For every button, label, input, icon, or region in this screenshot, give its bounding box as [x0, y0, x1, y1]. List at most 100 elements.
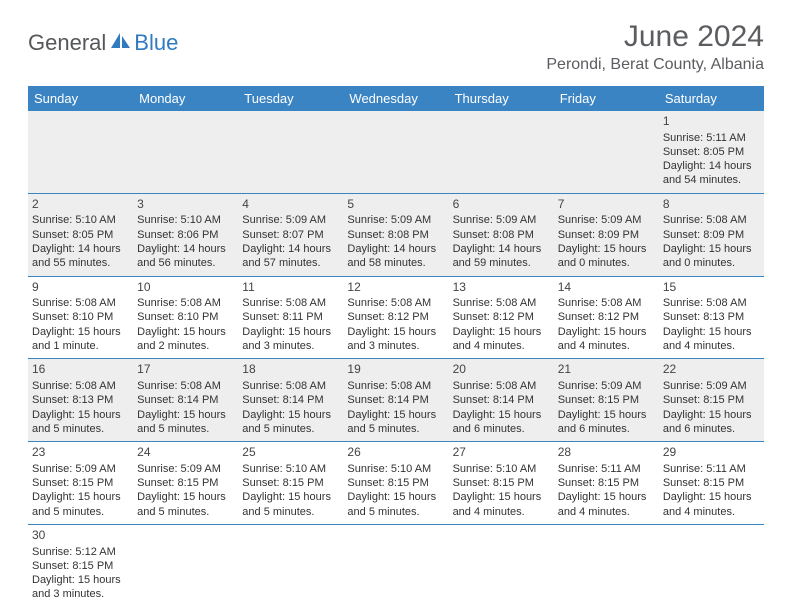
day-info-line: Sunrise: 5:08 AM: [242, 296, 339, 310]
day-info-line: and 3 minutes.: [347, 339, 444, 353]
day-info-line: Sunrise: 5:08 AM: [663, 213, 760, 227]
day-cell: 21Sunrise: 5:09 AMSunset: 8:15 PMDayligh…: [554, 359, 659, 441]
day-cell: 20Sunrise: 5:08 AMSunset: 8:14 PMDayligh…: [449, 359, 554, 441]
day-cell: [238, 111, 343, 193]
day-info-line: and 3 minutes.: [32, 587, 129, 601]
day-info-line: Sunrise: 5:10 AM: [347, 462, 444, 476]
day-info-line: Daylight: 15 hours: [32, 490, 129, 504]
month-title: June 2024: [546, 20, 764, 54]
day-info-line: and 5 minutes.: [137, 505, 234, 519]
day-cell: 6Sunrise: 5:09 AMSunset: 8:08 PMDaylight…: [449, 194, 554, 276]
day-info-line: Sunset: 8:14 PM: [242, 393, 339, 407]
day-info-line: Daylight: 15 hours: [663, 408, 760, 422]
day-number: 30: [32, 528, 129, 544]
day-info-line: Sunset: 8:15 PM: [32, 476, 129, 490]
day-cell: 14Sunrise: 5:08 AMSunset: 8:12 PMDayligh…: [554, 277, 659, 359]
day-info-line: and 0 minutes.: [663, 256, 760, 270]
day-info-line: Sunrise: 5:11 AM: [558, 462, 655, 476]
day-info-line: Sunrise: 5:08 AM: [558, 296, 655, 310]
day-cell: [133, 111, 238, 193]
day-info-line: and 56 minutes.: [137, 256, 234, 270]
day-info-line: Sunrise: 5:08 AM: [32, 379, 129, 393]
day-cell: 15Sunrise: 5:08 AMSunset: 8:13 PMDayligh…: [659, 277, 764, 359]
day-number: 29: [663, 445, 760, 461]
day-number: 6: [453, 197, 550, 213]
day-info-line: Daylight: 14 hours: [347, 242, 444, 256]
day-info-line: Sunset: 8:08 PM: [347, 228, 444, 242]
day-info-line: and 4 minutes.: [453, 339, 550, 353]
logo: General Blue: [28, 20, 178, 56]
day-header: Thursday: [449, 86, 554, 111]
day-cell: [343, 111, 448, 193]
day-info-line: and 4 minutes.: [663, 505, 760, 519]
day-cell: [28, 111, 133, 193]
day-info-line: Daylight: 15 hours: [32, 408, 129, 422]
day-info-line: and 6 minutes.: [453, 422, 550, 436]
day-cell: 26Sunrise: 5:10 AMSunset: 8:15 PMDayligh…: [343, 442, 448, 524]
day-cell: 23Sunrise: 5:09 AMSunset: 8:15 PMDayligh…: [28, 442, 133, 524]
day-cell: 27Sunrise: 5:10 AMSunset: 8:15 PMDayligh…: [449, 442, 554, 524]
day-info-line: Sunset: 8:15 PM: [663, 476, 760, 490]
day-cell: 4Sunrise: 5:09 AMSunset: 8:07 PMDaylight…: [238, 194, 343, 276]
day-info-line: Sunrise: 5:09 AM: [558, 379, 655, 393]
day-info-line: Sunset: 8:12 PM: [453, 310, 550, 324]
day-info-line: Sunset: 8:15 PM: [347, 476, 444, 490]
day-info-line: Daylight: 14 hours: [32, 242, 129, 256]
day-info-line: Sunrise: 5:10 AM: [137, 213, 234, 227]
day-number: 9: [32, 280, 129, 296]
day-cell: 30Sunrise: 5:12 AMSunset: 8:15 PMDayligh…: [28, 525, 133, 607]
day-info-line: Daylight: 15 hours: [663, 325, 760, 339]
day-info-line: Daylight: 15 hours: [347, 490, 444, 504]
day-info-line: and 55 minutes.: [32, 256, 129, 270]
day-info-line: Sunset: 8:13 PM: [663, 310, 760, 324]
day-info-line: Sunset: 8:15 PM: [32, 559, 129, 573]
day-info-line: Sunset: 8:12 PM: [558, 310, 655, 324]
day-header: Sunday: [28, 86, 133, 111]
day-info-line: Sunrise: 5:09 AM: [137, 462, 234, 476]
day-number: 4: [242, 197, 339, 213]
day-info-line: Sunset: 8:09 PM: [558, 228, 655, 242]
day-cell: 1Sunrise: 5:11 AMSunset: 8:05 PMDaylight…: [659, 111, 764, 193]
day-info-line: Sunrise: 5:08 AM: [453, 379, 550, 393]
day-info-line: and 3 minutes.: [242, 339, 339, 353]
day-number: 18: [242, 362, 339, 378]
day-info-line: Sunset: 8:13 PM: [32, 393, 129, 407]
week-row: 30Sunrise: 5:12 AMSunset: 8:15 PMDayligh…: [28, 525, 764, 607]
day-info-line: Daylight: 14 hours: [137, 242, 234, 256]
day-info-line: Sunset: 8:15 PM: [558, 393, 655, 407]
day-cell: [238, 525, 343, 607]
day-number: 25: [242, 445, 339, 461]
day-cell: [449, 111, 554, 193]
day-cell: 29Sunrise: 5:11 AMSunset: 8:15 PMDayligh…: [659, 442, 764, 524]
day-info-line: Daylight: 14 hours: [663, 159, 760, 173]
day-info-line: Sunrise: 5:08 AM: [347, 379, 444, 393]
day-number: 8: [663, 197, 760, 213]
day-info-line: and 4 minutes.: [558, 505, 655, 519]
day-info-line: and 6 minutes.: [558, 422, 655, 436]
day-cell: [554, 111, 659, 193]
logo-text-blue: Blue: [134, 30, 178, 56]
day-cell: 13Sunrise: 5:08 AMSunset: 8:12 PMDayligh…: [449, 277, 554, 359]
day-number: 17: [137, 362, 234, 378]
day-number: 1: [663, 114, 760, 130]
day-cell: 28Sunrise: 5:11 AMSunset: 8:15 PMDayligh…: [554, 442, 659, 524]
day-info-line: Daylight: 15 hours: [347, 408, 444, 422]
day-info-line: Sunrise: 5:09 AM: [663, 379, 760, 393]
day-number: 22: [663, 362, 760, 378]
day-info-line: Sunset: 8:09 PM: [663, 228, 760, 242]
day-header: Tuesday: [238, 86, 343, 111]
day-info-line: and 58 minutes.: [347, 256, 444, 270]
day-info-line: and 1 minute.: [32, 339, 129, 353]
day-info-line: Sunset: 8:12 PM: [347, 310, 444, 324]
day-cell: 2Sunrise: 5:10 AMSunset: 8:05 PMDaylight…: [28, 194, 133, 276]
day-info-line: and 5 minutes.: [137, 422, 234, 436]
day-info-line: Daylight: 15 hours: [663, 242, 760, 256]
location-text: Perondi, Berat County, Albania: [546, 56, 764, 74]
day-info-line: Sunrise: 5:09 AM: [558, 213, 655, 227]
day-number: 27: [453, 445, 550, 461]
day-info-line: Sunrise: 5:08 AM: [347, 296, 444, 310]
day-info-line: Sunrise: 5:08 AM: [32, 296, 129, 310]
day-info-line: Daylight: 15 hours: [453, 325, 550, 339]
week-row: 23Sunrise: 5:09 AMSunset: 8:15 PMDayligh…: [28, 442, 764, 525]
day-info-line: Sunset: 8:14 PM: [347, 393, 444, 407]
